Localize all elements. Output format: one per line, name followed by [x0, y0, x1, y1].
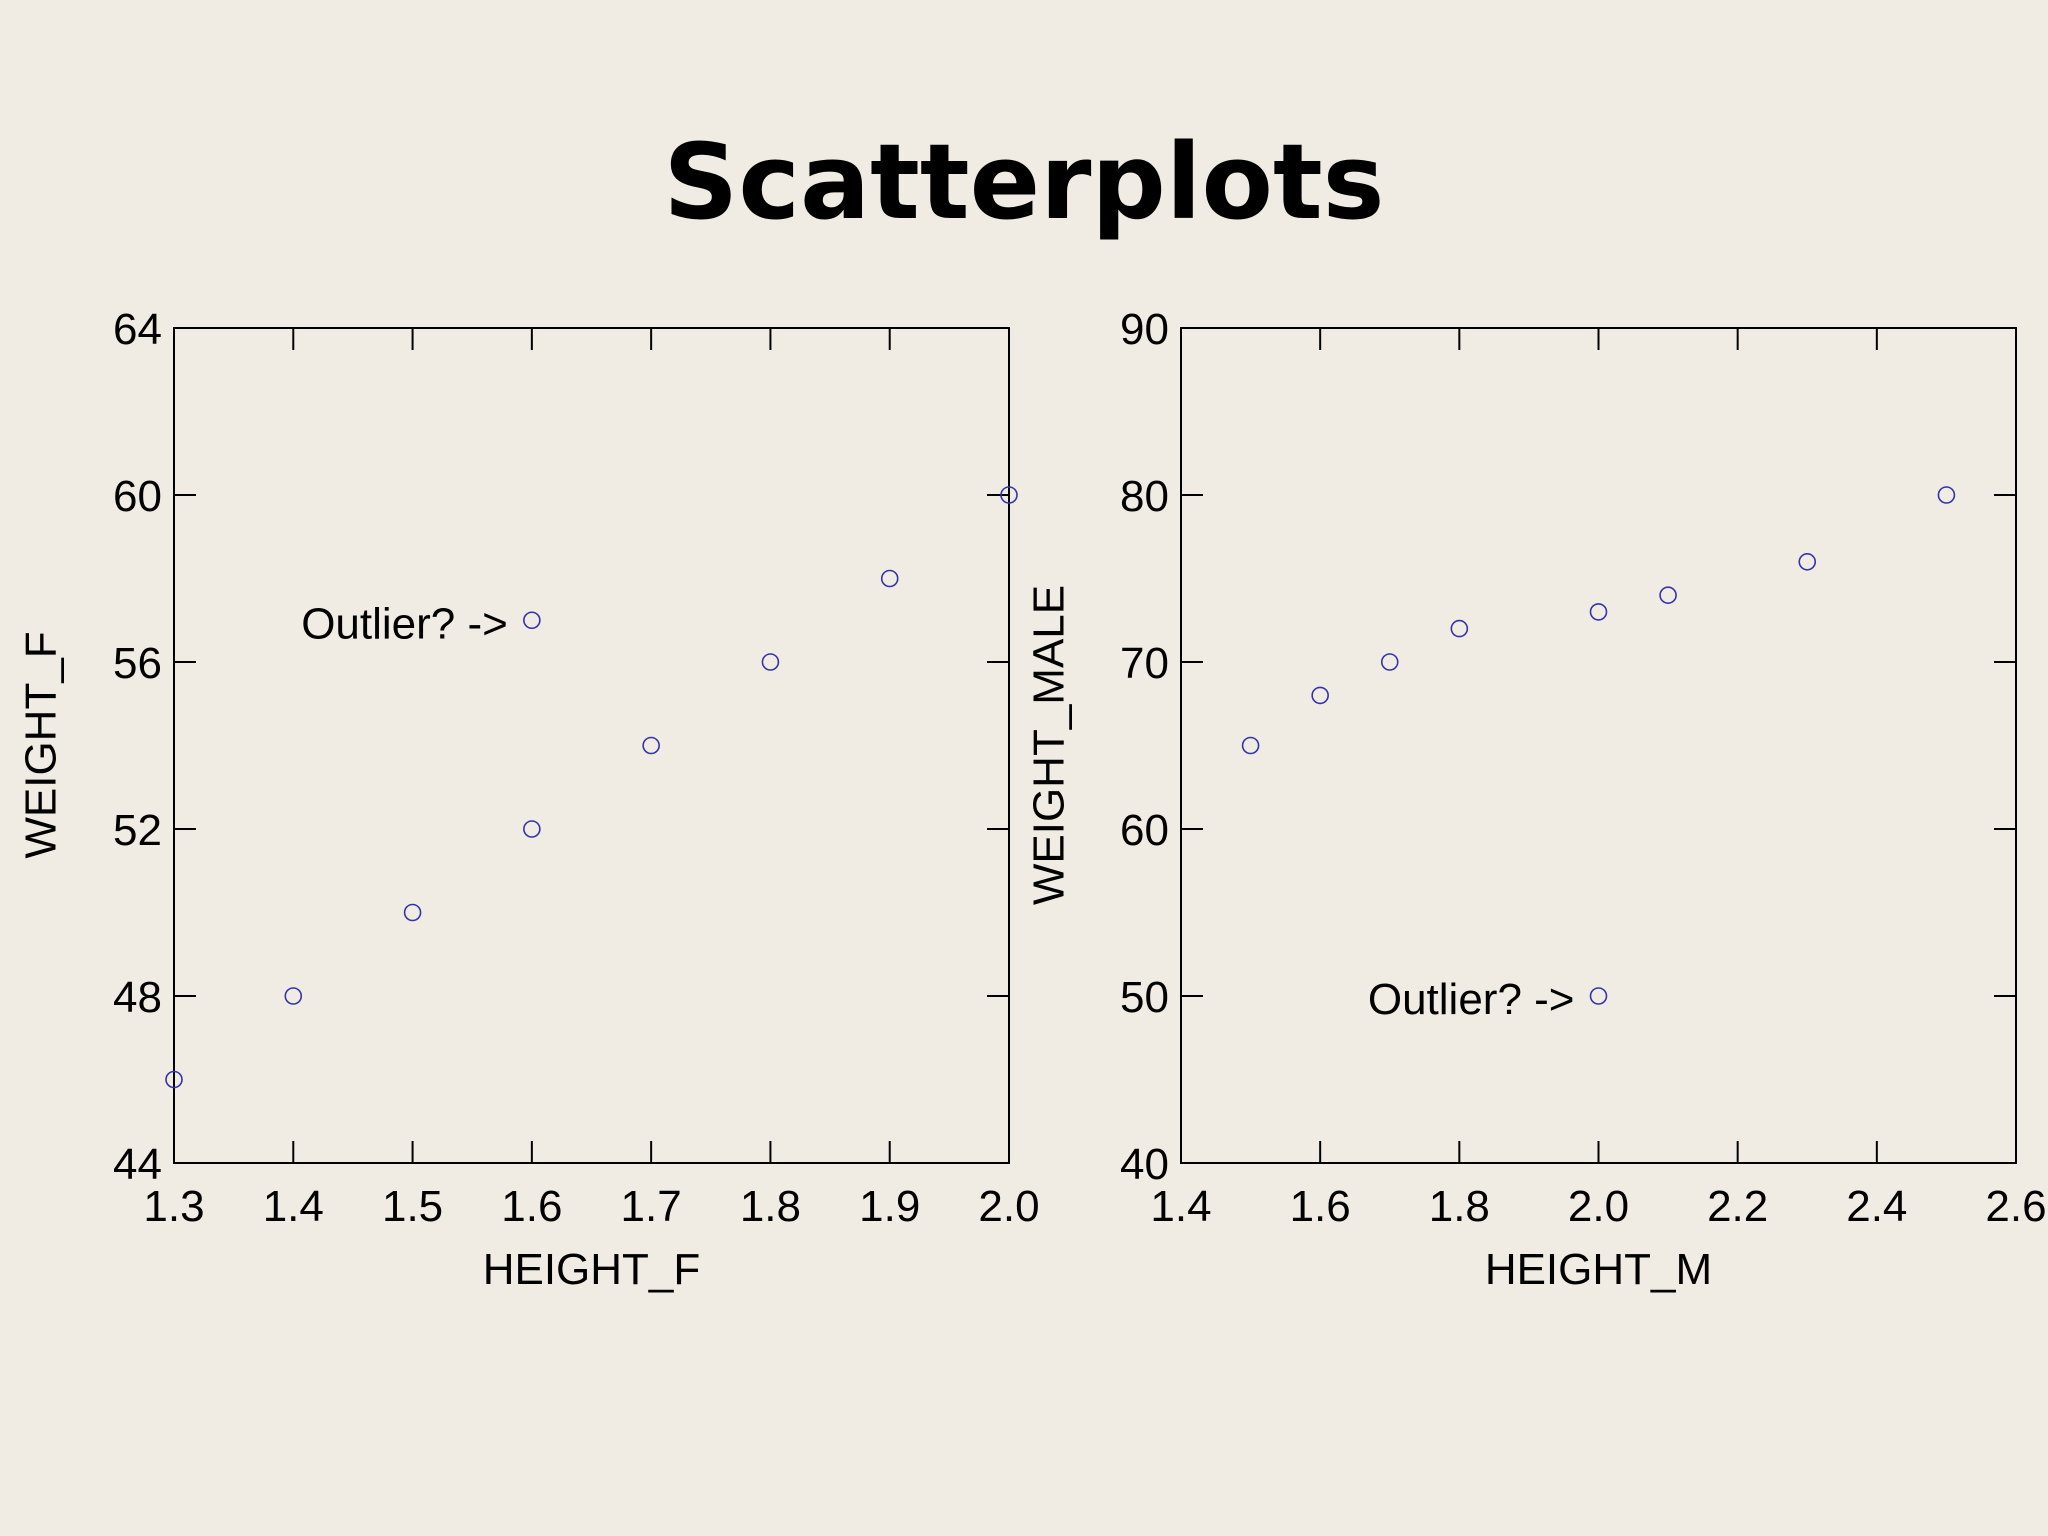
data-point: [1311, 686, 1329, 705]
y-tick-label: 70: [1120, 639, 1169, 688]
y-tick-label: 44: [113, 1140, 162, 1189]
data-point: [1798, 552, 1817, 571]
outlier-annotation: Outlier? ->: [1368, 975, 1575, 1024]
x-tick-label: 2.4: [1846, 1182, 1907, 1231]
x-tick-label: 1.5: [382, 1182, 443, 1231]
x-tick-label: 1.7: [621, 1182, 682, 1231]
x-tick-label: 1.4: [263, 1182, 324, 1231]
data-point: [403, 903, 422, 922]
data-point: [1000, 486, 1018, 504]
plot-frame: [1180, 327, 2017, 1164]
data-point: [761, 653, 780, 671]
y-axis-label: WEIGHT_MALE: [1025, 585, 1074, 905]
x-tick-label: 1.6: [501, 1182, 562, 1231]
x-tick-label: 1.4: [1150, 1182, 1211, 1231]
x-tick-label: 2.0: [1568, 1182, 1629, 1231]
x-tick-label: 2.2: [1707, 1182, 1768, 1231]
data-point: [880, 569, 899, 588]
scatter-chart-1: 1.3 1.4 1.5 1.6 1.7 1.8 1.9 2.0 44 48 52 56 60 64 HEIG…: [17, 305, 1040, 1294]
x-tick-label: 2.6: [1985, 1182, 2046, 1231]
data-point: [642, 736, 660, 755]
x-axis-label: HEIGHT_M: [1485, 1245, 1712, 1294]
slide-title: Scatterplots: [663, 121, 1385, 243]
x-tick-label: 1.3: [143, 1182, 204, 1231]
data-point: [165, 1070, 183, 1089]
data-point: [1589, 987, 1608, 1005]
y-tick-label: 40: [1120, 1140, 1169, 1189]
y-tick-label: 60: [1120, 806, 1169, 855]
y-tick-label: 90: [1120, 305, 1169, 354]
x-tick-label: 1.6: [1290, 1182, 1351, 1231]
data-point: [523, 611, 541, 630]
y-tick-label: 64: [113, 305, 162, 354]
y-tick-label: 48: [113, 973, 162, 1022]
data-point: [1659, 586, 1677, 605]
scatter-chart-2: 1.4 1.6 1.8 2.0 2.2 2.4 2.6 40 50 60 70 80 90 HEIGHT_…: [1025, 305, 2047, 1294]
data-point: [284, 987, 303, 1005]
x-tick-label: 1.8: [740, 1182, 801, 1231]
data-point: [1937, 486, 1956, 504]
data-point: [1450, 619, 1469, 638]
x-tick-label: 1.9: [859, 1182, 920, 1231]
outlier-annotation: Outlier? ->: [301, 599, 508, 648]
y-tick-label: 80: [1120, 472, 1169, 521]
data-point: [1241, 736, 1260, 755]
x-axis-label: HEIGHT_F: [483, 1245, 701, 1294]
y-axis-label: WEIGHT_F: [17, 631, 66, 858]
y-tick-label: 52: [113, 806, 162, 855]
data-point: [1380, 653, 1399, 671]
plot-frame: [173, 327, 1010, 1164]
x-tick-label: 2.0: [978, 1182, 1039, 1231]
data-point: [1589, 603, 1608, 621]
y-tick-label: 60: [113, 472, 162, 521]
x-tick-label: 1.8: [1429, 1182, 1490, 1231]
data-point: [523, 820, 541, 838]
y-tick-label: 50: [1120, 973, 1169, 1022]
y-tick-label: 56: [113, 639, 162, 688]
